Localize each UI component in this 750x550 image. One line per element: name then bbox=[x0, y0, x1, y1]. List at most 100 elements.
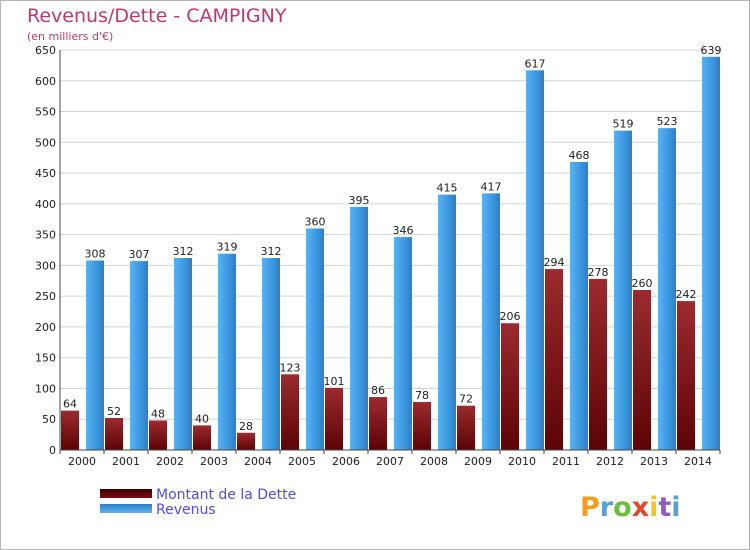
value-label-revenus-2004: 312 bbox=[261, 245, 282, 258]
y-tick-label: 350 bbox=[35, 229, 56, 242]
bar-dette-2014 bbox=[677, 301, 695, 450]
value-label-dette-2006: 101 bbox=[324, 375, 345, 388]
bars bbox=[61, 56, 720, 451]
value-label-revenus-2010: 617 bbox=[525, 57, 546, 70]
bar-revenus-2010 bbox=[526, 70, 544, 451]
value-label-revenus-2014: 639 bbox=[701, 44, 722, 57]
x-tick-label-2009: 2009 bbox=[464, 455, 492, 468]
bar-revenus-2001 bbox=[130, 261, 148, 450]
logo-letter: i bbox=[649, 492, 658, 523]
y-tick-label: 400 bbox=[35, 198, 56, 211]
y-tick-label: 650 bbox=[35, 44, 56, 57]
bar-revenus-2008 bbox=[438, 194, 456, 450]
axes: 0 50 100 150 200 250 300 350 400 450 500 550 600 650 2… bbox=[35, 44, 721, 468]
y-tick-label: 150 bbox=[35, 352, 56, 365]
legend: Montant de la Dette Revenus bbox=[100, 487, 296, 518]
logo-letter: o bbox=[613, 492, 632, 523]
x-tick-label-2001: 2001 bbox=[112, 455, 140, 468]
value-label-revenus-2012: 519 bbox=[613, 118, 634, 131]
legend-label-dette: Montant de la Dette bbox=[156, 487, 296, 503]
value-label-dette-2011: 294 bbox=[544, 256, 565, 269]
legend-label-revenus: Revenus bbox=[156, 502, 216, 518]
value-label-dette-2010: 206 bbox=[500, 310, 521, 323]
x-tick-label-2012: 2012 bbox=[596, 455, 624, 468]
x-tick-label-2014: 2014 bbox=[684, 455, 712, 468]
x-tick-label-2011: 2011 bbox=[552, 455, 580, 468]
value-label-dette-2004: 28 bbox=[239, 420, 253, 433]
x-tick-label-2004: 2004 bbox=[244, 455, 272, 468]
value-label-revenus-2006: 395 bbox=[349, 194, 370, 207]
bar-revenus-2005 bbox=[306, 228, 324, 450]
logo-letter: t bbox=[658, 492, 671, 523]
logo-letter: i bbox=[671, 492, 680, 523]
value-label-revenus-2011: 468 bbox=[569, 149, 590, 162]
value-label-revenus-2005: 360 bbox=[305, 215, 326, 228]
bar-dette-2007 bbox=[369, 397, 387, 450]
bar-revenus-2014 bbox=[702, 56, 720, 451]
value-label-dette-2009: 72 bbox=[459, 393, 473, 406]
x-tick-label-2005: 2005 bbox=[288, 455, 316, 468]
chart-subtitle: (en milliers d'€) bbox=[27, 30, 113, 43]
bar-dette-2004 bbox=[237, 432, 255, 450]
value-label-revenus-2013: 523 bbox=[657, 115, 678, 128]
y-tick-label: 550 bbox=[35, 106, 56, 119]
x-tick-label-2010: 2010 bbox=[508, 455, 536, 468]
value-label-dette-2000: 64 bbox=[63, 398, 77, 411]
logo-letter: r bbox=[600, 492, 614, 523]
y-tick-label: 100 bbox=[35, 382, 56, 395]
value-label-dette-2008: 78 bbox=[415, 389, 429, 402]
value-label-dette-2007: 86 bbox=[371, 384, 385, 397]
bar-dette-2000 bbox=[61, 410, 79, 450]
legend-swatch-dette bbox=[100, 489, 152, 498]
bar-revenus-2004 bbox=[262, 258, 280, 450]
legend-swatch-revenus bbox=[100, 504, 152, 513]
grid-lines bbox=[60, 49, 720, 420]
value-label-revenus-2002: 312 bbox=[173, 245, 194, 258]
x-tick-label-2013: 2013 bbox=[640, 455, 668, 468]
y-tick-label: 600 bbox=[35, 75, 56, 88]
bar-revenus-2011 bbox=[570, 162, 588, 450]
value-label-revenus-2000: 308 bbox=[85, 247, 106, 260]
bar-dette-2003 bbox=[193, 425, 211, 450]
y-tick-label: 500 bbox=[35, 136, 56, 149]
value-label-dette-2002: 48 bbox=[151, 407, 165, 420]
bar-dette-2009 bbox=[457, 405, 475, 450]
value-label-dette-2001: 52 bbox=[107, 405, 121, 418]
y-tick-label: 250 bbox=[35, 290, 56, 303]
bar-dette-2006 bbox=[325, 387, 343, 450]
bar-revenus-2009 bbox=[482, 193, 500, 450]
bar-revenus-2007 bbox=[394, 237, 412, 450]
y-tick-label: 0 bbox=[49, 444, 56, 457]
proxiti-logo: Proxiti bbox=[580, 492, 681, 523]
bar-dette-2005 bbox=[281, 374, 299, 450]
value-label-revenus-2003: 319 bbox=[217, 241, 238, 254]
value-label-revenus-2009: 417 bbox=[481, 180, 502, 193]
value-label-dette-2013: 260 bbox=[632, 277, 653, 290]
logo-letter: x bbox=[632, 492, 649, 523]
x-tick-label-2006: 2006 bbox=[332, 455, 360, 468]
y-tick-label: 200 bbox=[35, 321, 56, 334]
value-label-revenus-2001: 307 bbox=[129, 248, 150, 261]
bar-revenus-2013 bbox=[658, 128, 676, 450]
y-tick-label: 300 bbox=[35, 259, 56, 272]
x-tick-label-2007: 2007 bbox=[376, 455, 404, 468]
bar-dette-2002 bbox=[149, 420, 167, 450]
bar-dette-2013 bbox=[633, 290, 651, 450]
bar-dette-2001 bbox=[105, 418, 123, 450]
y-tick-label: 450 bbox=[35, 167, 56, 180]
bar-dette-2008 bbox=[413, 402, 431, 450]
value-label-revenus-2007: 346 bbox=[393, 224, 414, 237]
x-tick-label-2002: 2002 bbox=[156, 455, 184, 468]
value-labels: 64 308 52 307 48 312 40 319 28 312 123 360 101 395 86 3… bbox=[63, 44, 722, 433]
bar-revenus-2003 bbox=[218, 253, 236, 450]
value-label-revenus-2008: 415 bbox=[437, 182, 458, 195]
x-tick-label-2000: 2000 bbox=[68, 455, 96, 468]
bar-dette-2010 bbox=[501, 323, 519, 450]
bar-revenus-2002 bbox=[174, 258, 192, 450]
x-tick-label-2008: 2008 bbox=[420, 455, 448, 468]
bar-dette-2012 bbox=[589, 278, 607, 450]
value-label-dette-2005: 123 bbox=[280, 361, 301, 374]
y-tick-label: 50 bbox=[42, 413, 56, 426]
value-label-dette-2012: 278 bbox=[588, 266, 609, 279]
